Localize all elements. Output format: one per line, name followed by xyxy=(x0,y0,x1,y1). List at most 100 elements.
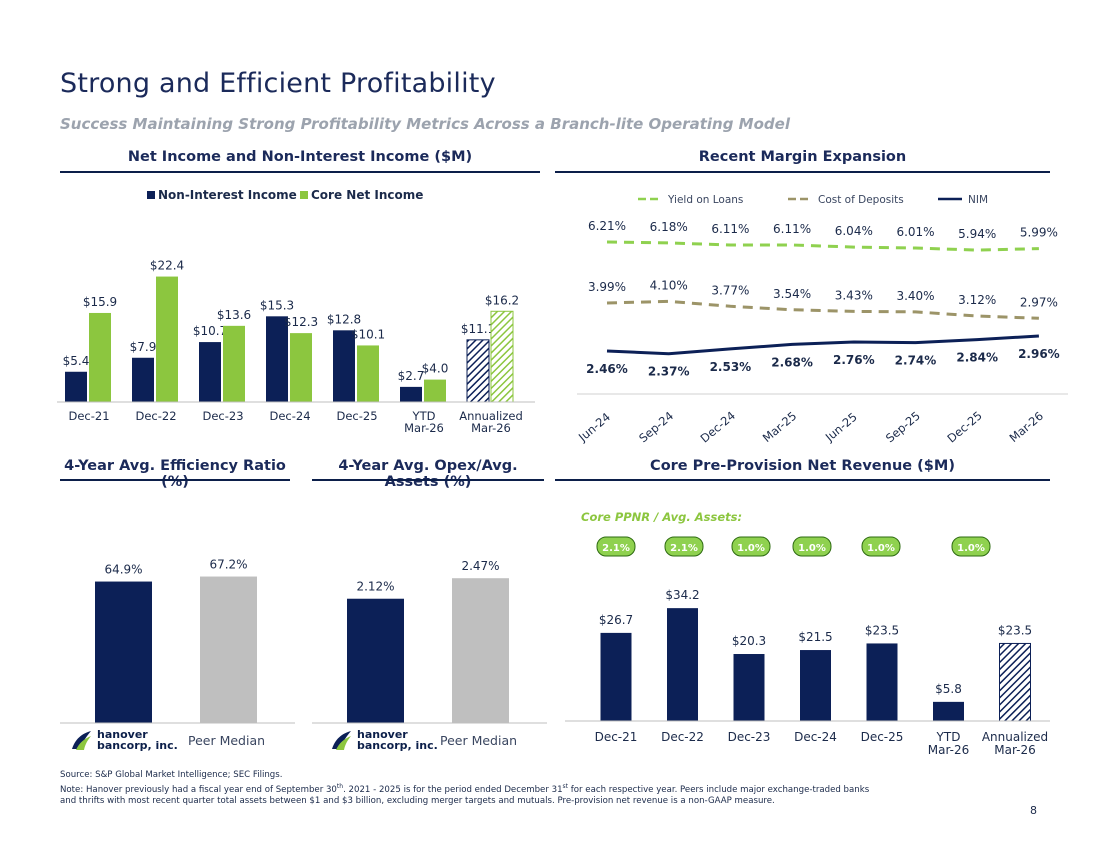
data-label: 3.99% xyxy=(588,280,626,294)
data-label: $16.2 xyxy=(485,293,519,307)
bar xyxy=(132,357,154,402)
data-label: 64.9% xyxy=(104,563,142,577)
net-income-chart: Non-Interest Income Core Net Income $5.4 $1… xyxy=(57,188,535,435)
legend-label: Non-Interest Income xyxy=(158,188,297,202)
data-label: $2.7 xyxy=(398,369,425,383)
tick-label: Jun-25 xyxy=(822,410,860,445)
series-line xyxy=(606,299,1039,320)
data-label: 3.12% xyxy=(958,293,996,307)
ratio-badge xyxy=(664,536,704,557)
data-label: 3.40% xyxy=(896,289,934,303)
tick-label: Dec-22 xyxy=(661,730,704,744)
ratio-badge xyxy=(951,536,991,557)
data-label: 3.43% xyxy=(835,288,873,302)
data-label: $5.8 xyxy=(935,682,962,696)
bar xyxy=(466,339,490,403)
bar xyxy=(266,316,288,402)
data-label: $5.4 xyxy=(63,354,90,368)
data-label: 3.54% xyxy=(773,287,811,301)
hanover-logo-icon xyxy=(72,731,91,750)
ratio-badge xyxy=(861,536,901,557)
logo-line-2: bancorp, inc. xyxy=(97,739,178,752)
data-label: $15.3 xyxy=(260,298,294,312)
data-label: 3.77% xyxy=(711,283,749,297)
footnote: Source: S&P Global Market Intelligence; … xyxy=(60,770,880,807)
data-label: 6.18% xyxy=(650,220,688,234)
data-label: 2.97% xyxy=(1020,295,1058,309)
data-label: $4.0 xyxy=(422,362,449,376)
bar xyxy=(800,650,831,721)
tick-label: Mar-26 xyxy=(1007,409,1046,445)
data-label: $26.7 xyxy=(599,613,633,627)
data-label: 2.84% xyxy=(956,351,998,365)
data-label: 67.2% xyxy=(209,558,247,572)
tick-label: Annualized Mar-26 xyxy=(982,730,1048,757)
logo-line-2: bancorp, inc. xyxy=(357,739,438,752)
section-rule xyxy=(60,171,540,173)
tick-label: Sep-24 xyxy=(636,409,676,446)
ratio-badge xyxy=(731,536,771,557)
data-label: 2.46% xyxy=(586,362,628,376)
footnote-source: Source: S&P Global Market Intelligence; … xyxy=(60,770,283,780)
bar xyxy=(223,325,245,402)
bar xyxy=(200,576,257,723)
tick-label: Sep-25 xyxy=(883,409,923,446)
data-label: 6.11% xyxy=(773,222,811,236)
data-label: $13.6 xyxy=(217,308,251,322)
tick-label: Dec-22 xyxy=(135,409,176,423)
data-label: 5.94% xyxy=(958,227,996,241)
opex-chart: 2.12% 2.47% xyxy=(312,559,547,724)
legend-swatch xyxy=(147,191,155,199)
data-label: $12.8 xyxy=(327,312,361,326)
data-label: $22.4 xyxy=(150,259,184,273)
tick-label: Dec-24 xyxy=(698,408,738,445)
section-rule xyxy=(60,479,290,481)
section-rule xyxy=(555,171,1050,173)
tick-label: Dec-25 xyxy=(336,409,377,423)
ratio-badge xyxy=(596,536,636,557)
ratio-badge-label: 1.0% xyxy=(737,543,765,554)
data-label: 6.11% xyxy=(711,222,749,236)
tick-label: YTD Mar-26 xyxy=(928,730,969,757)
series-line xyxy=(606,240,1039,252)
tick-label: Dec-25 xyxy=(944,408,984,445)
legend-label: Core Net Income xyxy=(311,188,423,202)
data-label: 2.68% xyxy=(771,355,813,369)
ratio-badge-label: 2.1% xyxy=(602,543,630,554)
section-rule xyxy=(312,479,544,481)
ppnr-chart: Core PPNR / Avg. Assets: 2.1% 2.1% 1.0% 1.0%… xyxy=(565,510,1050,757)
data-label: $23.5 xyxy=(998,623,1032,637)
bar xyxy=(357,345,379,402)
data-label: $15.9 xyxy=(83,295,117,309)
data-label: $34.2 xyxy=(665,588,699,602)
data-label: $10.7 xyxy=(193,324,227,338)
tick-label: Dec-23 xyxy=(728,730,771,744)
bar xyxy=(65,371,87,402)
tick-label: Dec-21 xyxy=(595,730,638,744)
data-label: 2.74% xyxy=(895,354,937,368)
bar xyxy=(490,310,514,403)
section-rule xyxy=(555,479,1050,481)
page-subtitle: Success Maintaining Strong Profitability… xyxy=(60,115,790,133)
data-label: 2.47% xyxy=(461,559,499,573)
ratio-badge-label: 1.0% xyxy=(798,543,826,554)
legend-label: Yield on Loans xyxy=(667,194,743,206)
annotation-label: Core PPNR / Avg. Assets: xyxy=(581,510,742,524)
data-label: $21.5 xyxy=(798,630,832,644)
section-title-ppnr: Core Pre-Provision Net Revenue ($M) xyxy=(650,458,955,474)
data-label: 2.96% xyxy=(1018,347,1060,361)
legend-swatch xyxy=(300,191,308,199)
data-label: 2.53% xyxy=(710,360,752,374)
bar xyxy=(199,342,221,402)
data-label: 6.04% xyxy=(835,224,873,238)
bar xyxy=(347,598,404,723)
data-label: $23.5 xyxy=(865,623,899,637)
hanover-logo: hanover bancorp, inc. xyxy=(330,729,438,751)
bar xyxy=(290,333,312,402)
data-label: 5.99% xyxy=(1020,226,1058,240)
data-label: $12.3 xyxy=(284,315,318,329)
bar xyxy=(933,701,964,721)
bar xyxy=(424,379,446,402)
bar xyxy=(452,578,509,723)
data-label: $7.9 xyxy=(130,340,157,354)
